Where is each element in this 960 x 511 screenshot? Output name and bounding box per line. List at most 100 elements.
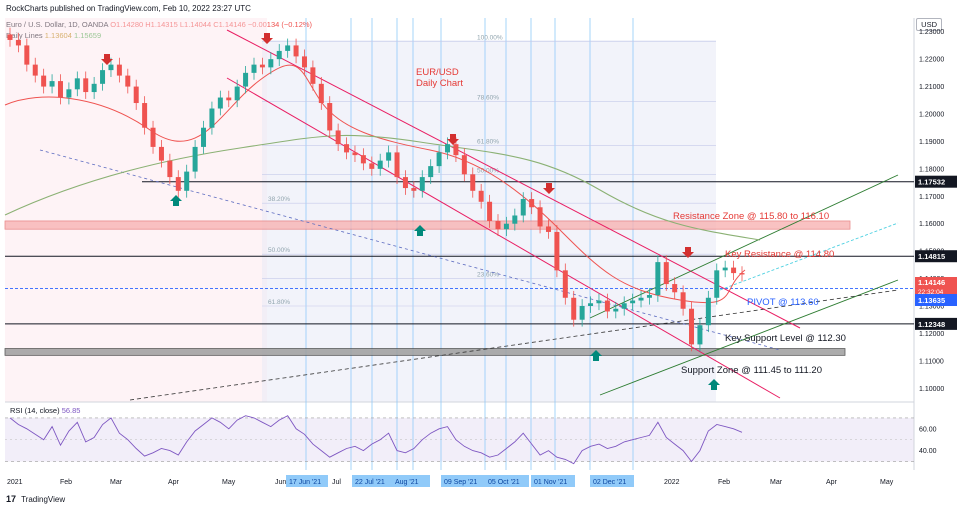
candle-body [554, 231, 560, 271]
candle-body [529, 199, 535, 208]
ma-label[interactable]: Daily Lines [6, 31, 43, 40]
candle-body [150, 127, 156, 147]
candle-body [394, 152, 400, 178]
price-label-17532: 1.17532 [918, 178, 945, 187]
candle-body [91, 83, 97, 93]
candle-body [562, 270, 568, 298]
x-tick-label: Jun [275, 479, 286, 486]
trend-line-lower [599, 279, 899, 396]
candle-body [537, 207, 543, 227]
candle-body [15, 39, 21, 46]
fib-level-label: 23.60% [477, 272, 499, 279]
ma-value-1: 1.13604 [44, 31, 72, 40]
fib-level-label: 38.20% [268, 196, 290, 203]
candle-body [24, 45, 30, 65]
price-label-pivot-bg [915, 294, 957, 306]
candle-body [116, 64, 122, 76]
candle-body [377, 160, 383, 169]
fib-level-label: 61.80% [477, 139, 499, 146]
candle-body [478, 190, 484, 202]
channel-top-line [226, 29, 801, 329]
currency-badge[interactable]: USD [916, 18, 942, 31]
candle-body [545, 226, 551, 232]
publisher-line: RockCharts published on TradingView.com,… [6, 4, 251, 13]
x-tick-label: 2021 [7, 479, 23, 486]
annotation-resistance-zone: Resistance Zone @ 115.80 to 116.10 [673, 211, 829, 222]
candle-body [301, 56, 307, 68]
y-tick-label: 1.17000 [919, 194, 944, 201]
support-arrow-icon [708, 379, 720, 390]
channel-mid-line [39, 149, 781, 351]
candle-body [663, 262, 669, 285]
highlighted-date-bg [392, 475, 430, 487]
highlighted-date-label: 17 Jun '21 [289, 479, 321, 486]
candle-body [705, 297, 711, 326]
highlighted-date-bg [590, 475, 634, 487]
rsi-tick-40: 40.00 [919, 448, 937, 455]
price-label-14815-bg [915, 250, 957, 263]
candle-body [125, 75, 131, 87]
tradingview-brand: TradingView [21, 495, 66, 504]
candle-body [167, 160, 173, 178]
candle-body [689, 308, 695, 345]
y-tick-label: 1.20000 [919, 112, 944, 119]
ohlc-values: O1.14280 H1.14315 L1.14044 C1.14146 −0.0… [110, 20, 313, 29]
candle-body [680, 292, 686, 309]
candle-body [310, 67, 316, 84]
candle-body [57, 81, 63, 98]
candle-body [369, 163, 375, 169]
candle-body [285, 45, 291, 51]
price-label-countdown: 22:32:04 [918, 289, 944, 296]
channel-bottom-line [226, 77, 781, 399]
candle-body [461, 155, 467, 175]
price-label-current-bg [915, 277, 957, 296]
tradingview-logo: 17 [6, 494, 17, 504]
price-label-12348: 1.12348 [918, 320, 945, 329]
candle-body [453, 144, 459, 156]
ma-legend: Daily Lines 1.13604 1.15659 [6, 31, 101, 40]
candle-body [503, 223, 509, 230]
candle-body [276, 50, 282, 60]
candle-body [621, 303, 627, 309]
candle-body [402, 177, 408, 189]
y-tick-label: 1.23000 [919, 29, 944, 36]
candle-body [613, 308, 619, 312]
candle-body [428, 166, 434, 178]
price-label-pivot: 1.13635 [918, 296, 945, 305]
candle-body [487, 201, 493, 221]
rsi-label-text[interactable]: RSI (14, close) [10, 406, 60, 415]
footer-brand: 17 TradingView [6, 494, 65, 504]
x-tick-label: Mar [770, 479, 783, 486]
highlighted-date-bg [441, 475, 485, 487]
annotation-pivot: PIVOT @ 113.60 [747, 297, 819, 308]
candle-body [217, 97, 223, 109]
long-support-line [129, 289, 899, 401]
candle-body [411, 188, 417, 191]
y-tick-label: 1.13000 [919, 304, 944, 311]
candle-body [495, 220, 501, 230]
candle-body [259, 64, 265, 68]
rsi-line [9, 415, 743, 465]
support-zone [4, 348, 846, 356]
highlighted-date-bg [286, 475, 328, 487]
candle-body [293, 45, 299, 57]
candle-body [360, 155, 366, 164]
candle-body [201, 127, 207, 147]
trend-line-dashed [719, 222, 899, 291]
symbol-name[interactable]: Euro / U.S. Dollar, 1D, OANDA [6, 20, 109, 29]
price-label-14815: 1.14815 [918, 252, 945, 261]
candle-body [268, 59, 274, 68]
highlighted-date-label: 02 Dec '21 [593, 479, 626, 486]
candle-body [142, 103, 148, 128]
ma-20-line [4, 64, 746, 304]
candle-body [243, 72, 249, 87]
resistance-zone [4, 220, 851, 230]
x-tick-label: Mar [110, 479, 123, 486]
candle-body [175, 177, 181, 191]
resistance-arrow-icon [543, 183, 555, 194]
candle-body [596, 300, 602, 304]
candle-body [655, 262, 661, 296]
candle-body [318, 83, 324, 104]
annotation-key-support: Key Support Level @ 112.30 [725, 333, 846, 344]
